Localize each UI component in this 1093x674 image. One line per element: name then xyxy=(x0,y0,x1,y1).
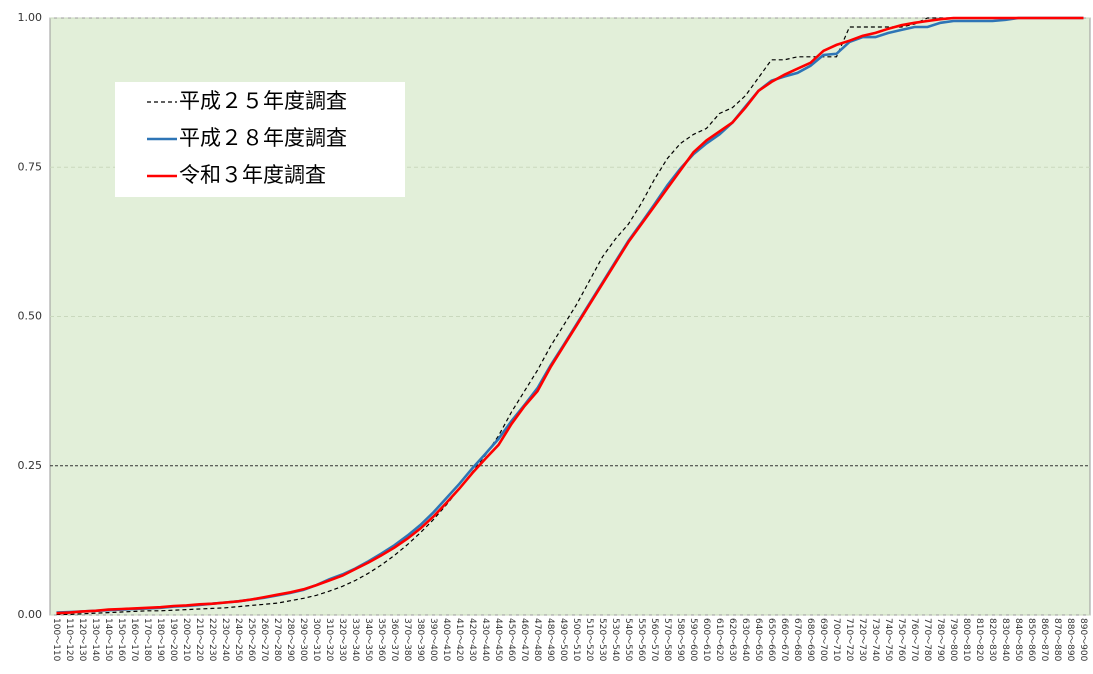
x-tick-label: 300～310 xyxy=(311,618,321,662)
x-tick-label: 360～370 xyxy=(389,618,399,662)
x-tick-label: 700～710 xyxy=(831,618,841,662)
x-tick-label: 490～500 xyxy=(558,618,568,662)
x-tick-label: 150～160 xyxy=(116,618,126,662)
x-tick-label: 290～300 xyxy=(298,618,308,662)
x-tick-label: 540～550 xyxy=(623,618,633,662)
x-tick-label: 810～820 xyxy=(974,618,984,662)
x-tick-label: 570～580 xyxy=(662,618,672,662)
x-tick-label: 510～520 xyxy=(584,618,594,662)
x-tick-label: 260～270 xyxy=(259,618,269,662)
x-tick-label: 770～780 xyxy=(922,618,932,662)
x-tick-label: 400～410 xyxy=(441,618,451,662)
x-tick-label: 240～250 xyxy=(233,618,243,662)
x-tick-label: 310～320 xyxy=(324,618,334,662)
x-tick-label: 850～860 xyxy=(1026,618,1036,662)
x-tick-label: 620～630 xyxy=(727,618,737,662)
x-tick-label: 550～560 xyxy=(636,618,646,662)
line xyxy=(56,16,1084,615)
x-tick-label: 650～660 xyxy=(766,618,776,662)
x-tick-label: 590～600 xyxy=(688,618,698,662)
x-tick-label: 200～210 xyxy=(181,618,191,662)
line xyxy=(56,17,1084,615)
x-tick-label: 100～110 xyxy=(51,618,61,662)
x-tick-label: 470～480 xyxy=(532,618,542,662)
x-tick-label: 330～340 xyxy=(350,618,360,662)
legend-label: 平成２８年度調査 xyxy=(179,126,347,150)
x-tick-label: 390～400 xyxy=(428,618,438,662)
x-tick-label: 350～360 xyxy=(376,618,386,662)
x-tick-label: 730～740 xyxy=(870,618,880,662)
x-tick-label: 170～180 xyxy=(142,618,152,662)
x-tick-label: 680～690 xyxy=(805,618,815,662)
x-tick-label: 460～470 xyxy=(519,618,529,662)
legend-label: 令和３年度調査 xyxy=(179,163,326,187)
x-tick-label: 530～540 xyxy=(610,618,620,662)
x-tick-label: 560～570 xyxy=(649,618,659,662)
legend-label: 平成２５年度調査 xyxy=(179,89,347,113)
x-tick-label: 600～610 xyxy=(701,618,711,662)
x-tick-label: 140～150 xyxy=(103,618,113,662)
x-tick-label: 160～170 xyxy=(129,618,139,662)
x-tick-label: 860～870 xyxy=(1039,618,1049,662)
x-tick-label: 520～530 xyxy=(597,618,607,662)
x-tick-label: 210～220 xyxy=(194,618,204,662)
x-tick-label: 890～900 xyxy=(1078,618,1088,662)
x-tick-label: 820～830 xyxy=(987,618,997,662)
x-tick-label: 740～750 xyxy=(883,618,893,662)
x-tick-label: 800～810 xyxy=(961,618,971,662)
x-tick-label: 380～390 xyxy=(415,618,425,662)
x-tick-label: 420～430 xyxy=(467,618,477,662)
x-tick-label: 120～130 xyxy=(77,618,87,662)
x-tick-label: 500～510 xyxy=(571,618,581,662)
x-tick-label: 280～290 xyxy=(285,618,295,662)
x-tick-label: 750～760 xyxy=(896,618,906,662)
x-tick-label: 720～730 xyxy=(857,618,867,662)
x-tick-label: 780～790 xyxy=(935,618,945,662)
x-tick-label: 220～230 xyxy=(207,618,217,662)
x-tick-label: 410～420 xyxy=(454,618,464,662)
y-tick-label: 0.75 xyxy=(18,160,43,173)
x-tick-label: 340～350 xyxy=(363,618,373,662)
x-tick-label: 710～720 xyxy=(844,618,854,662)
x-tick-label: 320～330 xyxy=(337,618,347,662)
x-tick-label: 190～200 xyxy=(168,618,178,662)
x-tick-label: 790～800 xyxy=(948,618,958,662)
y-tick-label: 0.25 xyxy=(18,459,43,472)
x-tick-label: 840～850 xyxy=(1013,618,1023,662)
x-tick-label: 660～670 xyxy=(779,618,789,662)
x-tick-label: 230～240 xyxy=(220,618,230,662)
x-tick-label: 370～380 xyxy=(402,618,412,662)
x-tick-label: 130～140 xyxy=(90,618,100,662)
x-tick-label: 670～680 xyxy=(792,618,802,662)
x-tick-label: 690～700 xyxy=(818,618,828,662)
x-tick-label: 480～490 xyxy=(545,618,555,662)
x-tick-label: 870～880 xyxy=(1052,618,1062,662)
x-tick-label: 430～440 xyxy=(480,618,490,662)
x-tick-label: 830～840 xyxy=(1000,618,1010,662)
x-tick-label: 250～260 xyxy=(246,618,256,662)
x-tick-label: 110～120 xyxy=(64,618,74,662)
x-tick-label: 270～280 xyxy=(272,618,282,662)
x-tick-label: 630～640 xyxy=(740,618,750,662)
y-tick-label: 0.50 xyxy=(18,310,43,323)
x-tick-label: 450～460 xyxy=(506,618,516,662)
x-tick-label: 880～890 xyxy=(1065,618,1075,662)
y-tick-label: 1.00 xyxy=(18,11,43,24)
x-tick-label: 180～190 xyxy=(155,618,165,662)
x-tick-label: 640～650 xyxy=(753,618,763,662)
x-tick-label: 760～770 xyxy=(909,618,919,662)
x-tick-label: 580～590 xyxy=(675,618,685,662)
x-tick-label: 610～620 xyxy=(714,618,724,662)
x-tick-label: 440～450 xyxy=(493,618,503,662)
y-tick-label: 0.00 xyxy=(18,608,43,621)
